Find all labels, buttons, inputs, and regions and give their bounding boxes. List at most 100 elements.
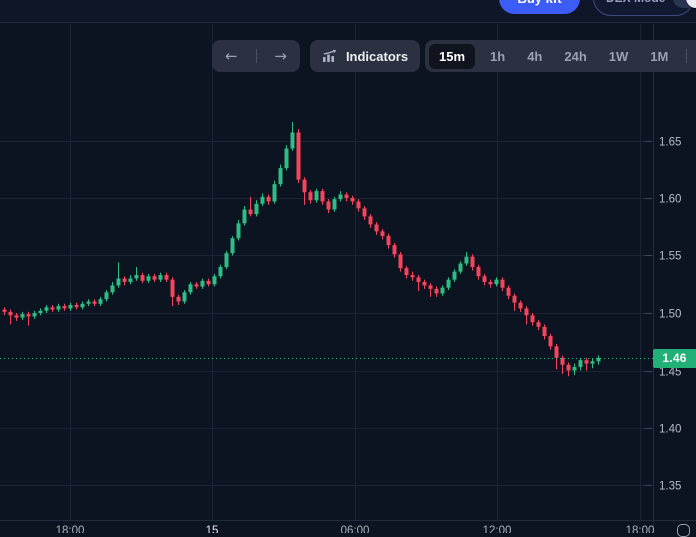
axis-labels-layer: 1.65 1.60 1.55 1.50 1.45 1.40 1.35 18:00 15 06:00…	[56, 137, 682, 534]
candle	[488, 279, 493, 288]
time-axis-label: 18:00	[56, 525, 85, 533]
back-button[interactable]: ←	[225, 46, 238, 65]
indicators-label: Indicators	[345, 48, 409, 64]
timeframe-1M[interactable]: 1M	[643, 44, 675, 69]
indicators-button[interactable]: Indicators	[310, 40, 420, 72]
candle	[536, 319, 541, 331]
candle	[218, 264, 223, 279]
candle	[50, 304, 55, 312]
candle	[440, 285, 445, 296]
candle	[146, 273, 151, 284]
candle	[518, 300, 523, 312]
candle	[368, 214, 373, 228]
candle	[236, 219, 241, 241]
candle	[272, 180, 277, 204]
candle	[122, 276, 127, 286]
candle	[482, 273, 487, 286]
candle	[296, 129, 301, 184]
candle	[182, 290, 187, 304]
candle	[500, 277, 505, 292]
candle	[572, 363, 577, 376]
divider	[255, 49, 257, 63]
page-header: Buy kft DEX Mode	[0, 0, 696, 23]
candle	[104, 290, 109, 302]
time-axis-label: 15	[206, 525, 219, 533]
candle	[278, 164, 283, 187]
candle	[506, 285, 511, 300]
time-axis-label: 12:00	[483, 525, 512, 533]
candle	[584, 357, 589, 371]
buy-button[interactable]: Buy kft	[499, 0, 580, 14]
candle	[308, 189, 313, 204]
candle	[338, 191, 343, 202]
candle	[332, 196, 337, 212]
dex-mode-control[interactable]: DEX Mode	[593, 0, 696, 16]
candle	[548, 333, 553, 350]
candle	[554, 344, 559, 370]
candle	[86, 299, 91, 307]
candle	[560, 355, 565, 374]
divider	[686, 49, 688, 63]
candle	[374, 222, 379, 235]
candle	[458, 261, 463, 274]
candle	[452, 269, 457, 282]
candle	[344, 192, 349, 202]
candle	[2, 307, 7, 316]
candle	[470, 254, 475, 271]
timeframe-1h[interactable]: 1h	[483, 44, 512, 69]
candle	[62, 303, 67, 311]
candle	[164, 272, 169, 282]
timeframe-24h[interactable]: 24h	[557, 44, 593, 69]
candle	[596, 355, 601, 365]
candle	[266, 194, 271, 205]
timeframe-1W[interactable]: 1W	[602, 44, 636, 69]
candle	[398, 252, 403, 272]
candle	[320, 188, 325, 205]
dex-mode-toggle[interactable]	[673, 0, 696, 8]
candle	[128, 275, 133, 285]
candle	[68, 302, 73, 311]
timeframe-group: 15m 1h 4h 24h 1W 1M	[425, 40, 696, 72]
candle	[326, 199, 331, 213]
candle	[248, 196, 253, 217]
candle	[302, 177, 307, 205]
price-axis-label: 1.55	[659, 251, 681, 263]
candle	[290, 122, 295, 151]
candle	[392, 242, 397, 258]
candle	[356, 199, 361, 212]
candle	[416, 275, 421, 292]
candle	[26, 311, 31, 326]
grid-layer	[0, 24, 696, 533]
price-axis-label: 1.65	[659, 137, 681, 149]
candle	[350, 195, 355, 205]
timeframe-chips: 15m 1h 4h 24h 1W 1M	[429, 43, 675, 69]
clock-icon[interactable]	[677, 524, 690, 537]
forward-button[interactable]: →	[274, 46, 287, 65]
current-price-badge: 1.46	[653, 348, 696, 368]
candle	[32, 310, 37, 319]
candle	[362, 206, 367, 220]
candle	[200, 278, 205, 289]
candle	[464, 252, 469, 266]
candle	[224, 250, 229, 270]
toggle-knob	[686, 0, 696, 8]
candle	[116, 262, 121, 288]
chart-nav-group: ← →	[212, 40, 300, 72]
candle	[194, 281, 199, 289]
candle	[284, 145, 289, 171]
candle	[98, 296, 103, 307]
indicators-icon	[322, 49, 337, 62]
timeframe-4h[interactable]: 4h	[520, 44, 549, 69]
candle	[56, 303, 61, 312]
price-axis-label: 1.40	[659, 424, 681, 436]
candle	[524, 306, 529, 325]
candle	[380, 229, 385, 240]
candle	[410, 271, 415, 281]
candle	[254, 200, 259, 217]
candle	[188, 281, 193, 295]
candle	[428, 283, 433, 297]
candle	[566, 362, 571, 377]
timeframe-15m[interactable]: 15m	[429, 43, 476, 69]
